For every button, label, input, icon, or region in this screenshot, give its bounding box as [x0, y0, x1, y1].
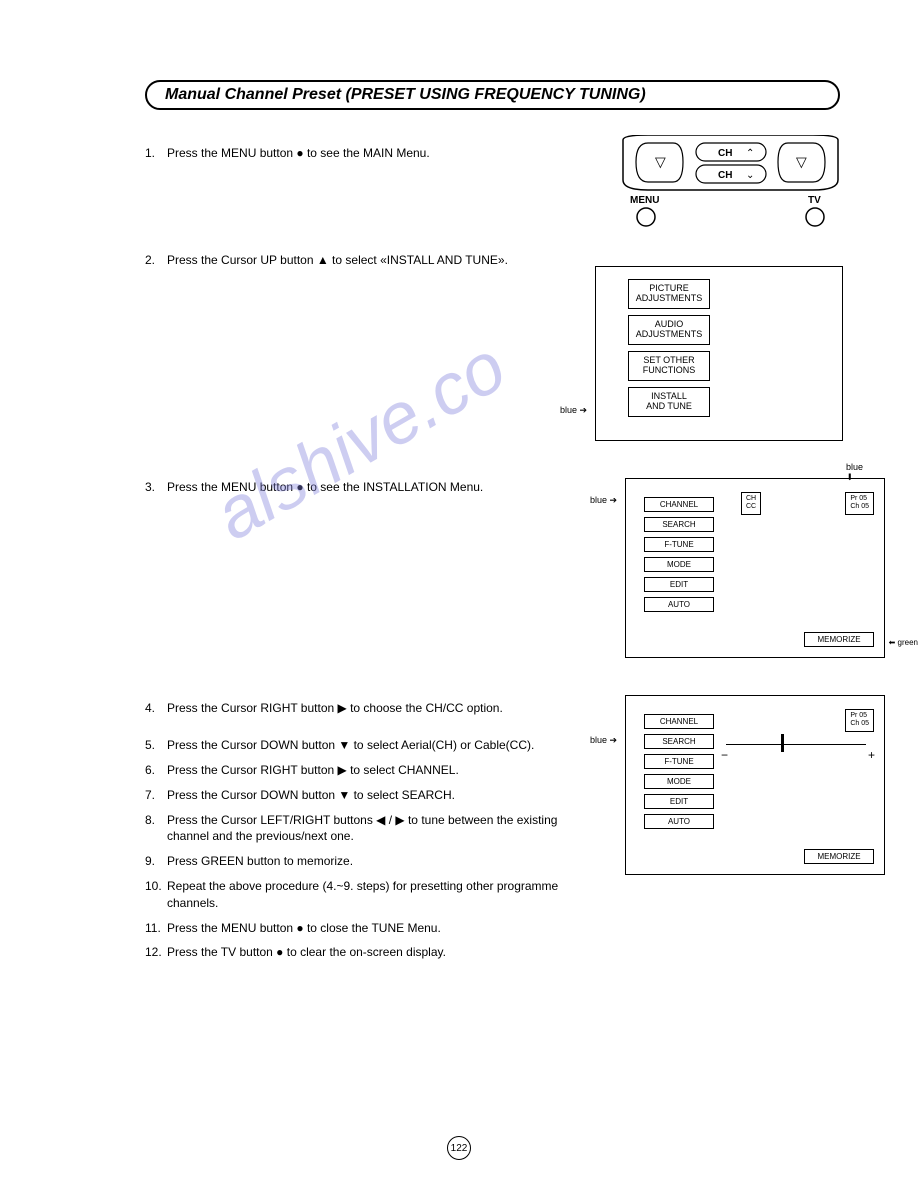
slider-plus: +	[868, 748, 875, 762]
step-text: Press the Cursor RIGHT button ▶ to selec…	[167, 762, 587, 779]
menu-btn-search-3: SEARCH	[644, 734, 714, 749]
menu-btn-mode: MODE	[644, 557, 714, 572]
svg-text:⌄: ⌄	[746, 170, 754, 181]
menu-btn-search: SEARCH	[644, 517, 714, 532]
step-number: 11.	[145, 920, 167, 937]
page-title: Manual Channel Preset (PRESET USING FREQ…	[145, 80, 840, 110]
step-number: 7.	[145, 787, 167, 804]
svg-text:◁: ◁	[651, 157, 667, 168]
svg-text:MENU: MENU	[630, 195, 659, 206]
menu-item-install: INSTALL AND TUNE	[628, 387, 710, 417]
step-11: 11. Press the MENU button ● to close the…	[145, 920, 858, 937]
step-number: 2.	[145, 252, 167, 269]
menu-btn-channel-3: CHANNEL	[644, 714, 714, 729]
step-number: 8.	[145, 812, 167, 846]
step-text: Press the MENU button ● to see the INSTA…	[167, 479, 587, 496]
svg-text:⌃: ⌃	[746, 148, 754, 159]
menu-btn-edit: EDIT	[644, 577, 714, 592]
prch-info-3: Pr 05 Ch 05	[845, 709, 874, 732]
svg-text:TV: TV	[808, 195, 821, 206]
step-number: 3.	[145, 479, 167, 496]
svg-text:◁: ◁	[792, 157, 808, 168]
memorize-btn-3: MEMORIZE	[804, 849, 874, 864]
svg-text:CH: CH	[718, 170, 732, 181]
blue-label-2-top: blue⬇	[846, 462, 863, 483]
step-text: Press the MENU button ● to close the TUN…	[167, 920, 587, 937]
step-10: 10. Repeat the above procedure (4.~9. st…	[145, 878, 858, 912]
slider-minus: −	[721, 748, 728, 762]
menu-btn-channel: CHANNEL	[644, 497, 714, 512]
step-text: Press the Cursor UP button ▲ to select «…	[167, 252, 587, 269]
menu-btn-auto: AUTO	[644, 597, 714, 612]
step-text: Press the MENU button ● to see the MAIN …	[167, 145, 587, 162]
menu-btn-edit-3: EDIT	[644, 794, 714, 809]
menu-item-audio: AUDIO ADJUSTMENTS	[628, 315, 710, 345]
menu-item-other: SET OTHER FUNCTIONS	[628, 351, 710, 381]
svg-text:CH: CH	[718, 148, 732, 159]
menu-btn-mode-3: MODE	[644, 774, 714, 789]
step-text: Press the Cursor DOWN button ▼ to select…	[167, 737, 587, 754]
remote-diagram: ◁ ◁ CH ⌃ CH ⌄ MENU TV	[618, 135, 843, 235]
step-number: 1.	[145, 145, 167, 162]
menu-btn-ftune-3: F-TUNE	[644, 754, 714, 769]
step-text: Press the Cursor DOWN button ▼ to select…	[167, 787, 587, 804]
page-number: 122	[447, 1136, 471, 1160]
blue-label-3-left: blue ➔	[590, 735, 617, 746]
chcc-box: CH CC	[741, 492, 761, 515]
blue-label-1: blue ➔	[560, 405, 587, 416]
blue-label-2-left: blue ➔	[590, 495, 617, 506]
prch-info: Pr 05 Ch 05	[845, 492, 874, 515]
step-text: Repeat the above procedure (4.~9. steps)…	[167, 878, 587, 912]
step-text: Press the Cursor LEFT/RIGHT buttons ◀ / …	[167, 812, 587, 846]
step-number: 9.	[145, 853, 167, 870]
step-number: 12.	[145, 944, 167, 961]
menu-btn-ftune: F-TUNE	[644, 537, 714, 552]
main-menu-diagram: PICTURE ADJUSTMENTS AUDIO ADJUSTMENTS SE…	[595, 266, 843, 441]
menu-item-picture: PICTURE ADJUSTMENTS	[628, 279, 710, 309]
step-number: 5.	[145, 737, 167, 754]
installation-menu-diagram: CHANNEL SEARCH F-TUNE MODE EDIT AUTO CH …	[625, 478, 885, 658]
slider-thumb	[781, 734, 784, 752]
step-number: 6.	[145, 762, 167, 779]
search-slider	[726, 744, 866, 745]
step-number: 4.	[145, 700, 167, 717]
step-text: Press GREEN button to memorize.	[167, 853, 587, 870]
menu-btn-auto-3: AUTO	[644, 814, 714, 829]
step-text: Press the TV button ● to clear the on-sc…	[167, 944, 587, 961]
step-number: 10.	[145, 878, 167, 912]
step-text: Press the Cursor RIGHT button ▶ to choos…	[167, 700, 587, 717]
green-label: ⬅ green	[889, 638, 918, 647]
memorize-btn: MEMORIZE	[804, 632, 874, 647]
search-menu-diagram: CHANNEL SEARCH F-TUNE MODE EDIT AUTO Pr …	[625, 695, 885, 875]
step-12: 12. Press the TV button ● to clear the o…	[145, 944, 858, 961]
